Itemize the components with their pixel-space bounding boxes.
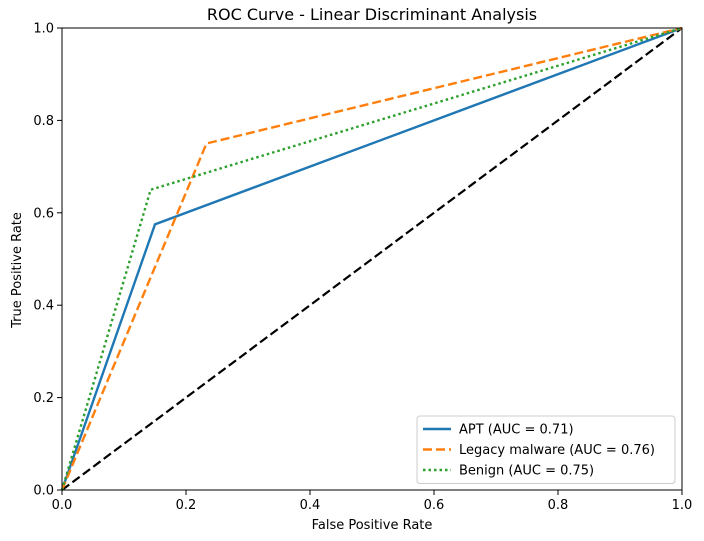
y-tick-label: 1.0 [33, 22, 54, 37]
plot-frame [61, 27, 683, 491]
x-tick-label: 0.6 [424, 498, 445, 513]
y-tick-label: 0.4 [33, 299, 54, 314]
x-tick-label: 1.0 [672, 498, 693, 513]
y-tick-label: 0.2 [33, 391, 54, 406]
x-tick-label: 0.8 [548, 498, 569, 513]
x-tick-label: 0.0 [52, 498, 73, 513]
legend-box [416, 415, 676, 484]
x-tick-label: 0.2 [176, 498, 197, 513]
series-lines [60, 26, 683, 491]
series-line-0 [60, 26, 683, 491]
y-tick-label: 0.0 [33, 484, 54, 499]
legend-entry-2: Benign (AUC = 0.75) [459, 464, 594, 479]
y-axis-label: True Positive Rate [10, 212, 25, 329]
x-tick-label: 0.4 [300, 498, 321, 513]
legend: APT (AUC = 0.71) Legacy malware (AUC = 0.… [416, 415, 676, 484]
chart-title: ROC Curve - Linear Discriminant Analysis [207, 5, 537, 24]
series-line-1 [60, 26, 683, 491]
y-tick-label: 0.6 [33, 206, 54, 221]
axis-ticks: 0.0 0.2 0.4 0.6 0.8 1.0 0.0 0.2 0.4 0.6 0.8 1.0 [33, 22, 692, 514]
legend-entry-1: Legacy malware (AUC = 0.76) [459, 443, 655, 458]
legend-entry-0: APT (AUC = 0.71) [459, 423, 574, 438]
x-axis-label: False Positive Rate [312, 518, 433, 533]
series-line-2 [60, 26, 683, 491]
reference-diagonal-line [61, 27, 683, 491]
y-tick-label: 0.8 [33, 114, 54, 129]
